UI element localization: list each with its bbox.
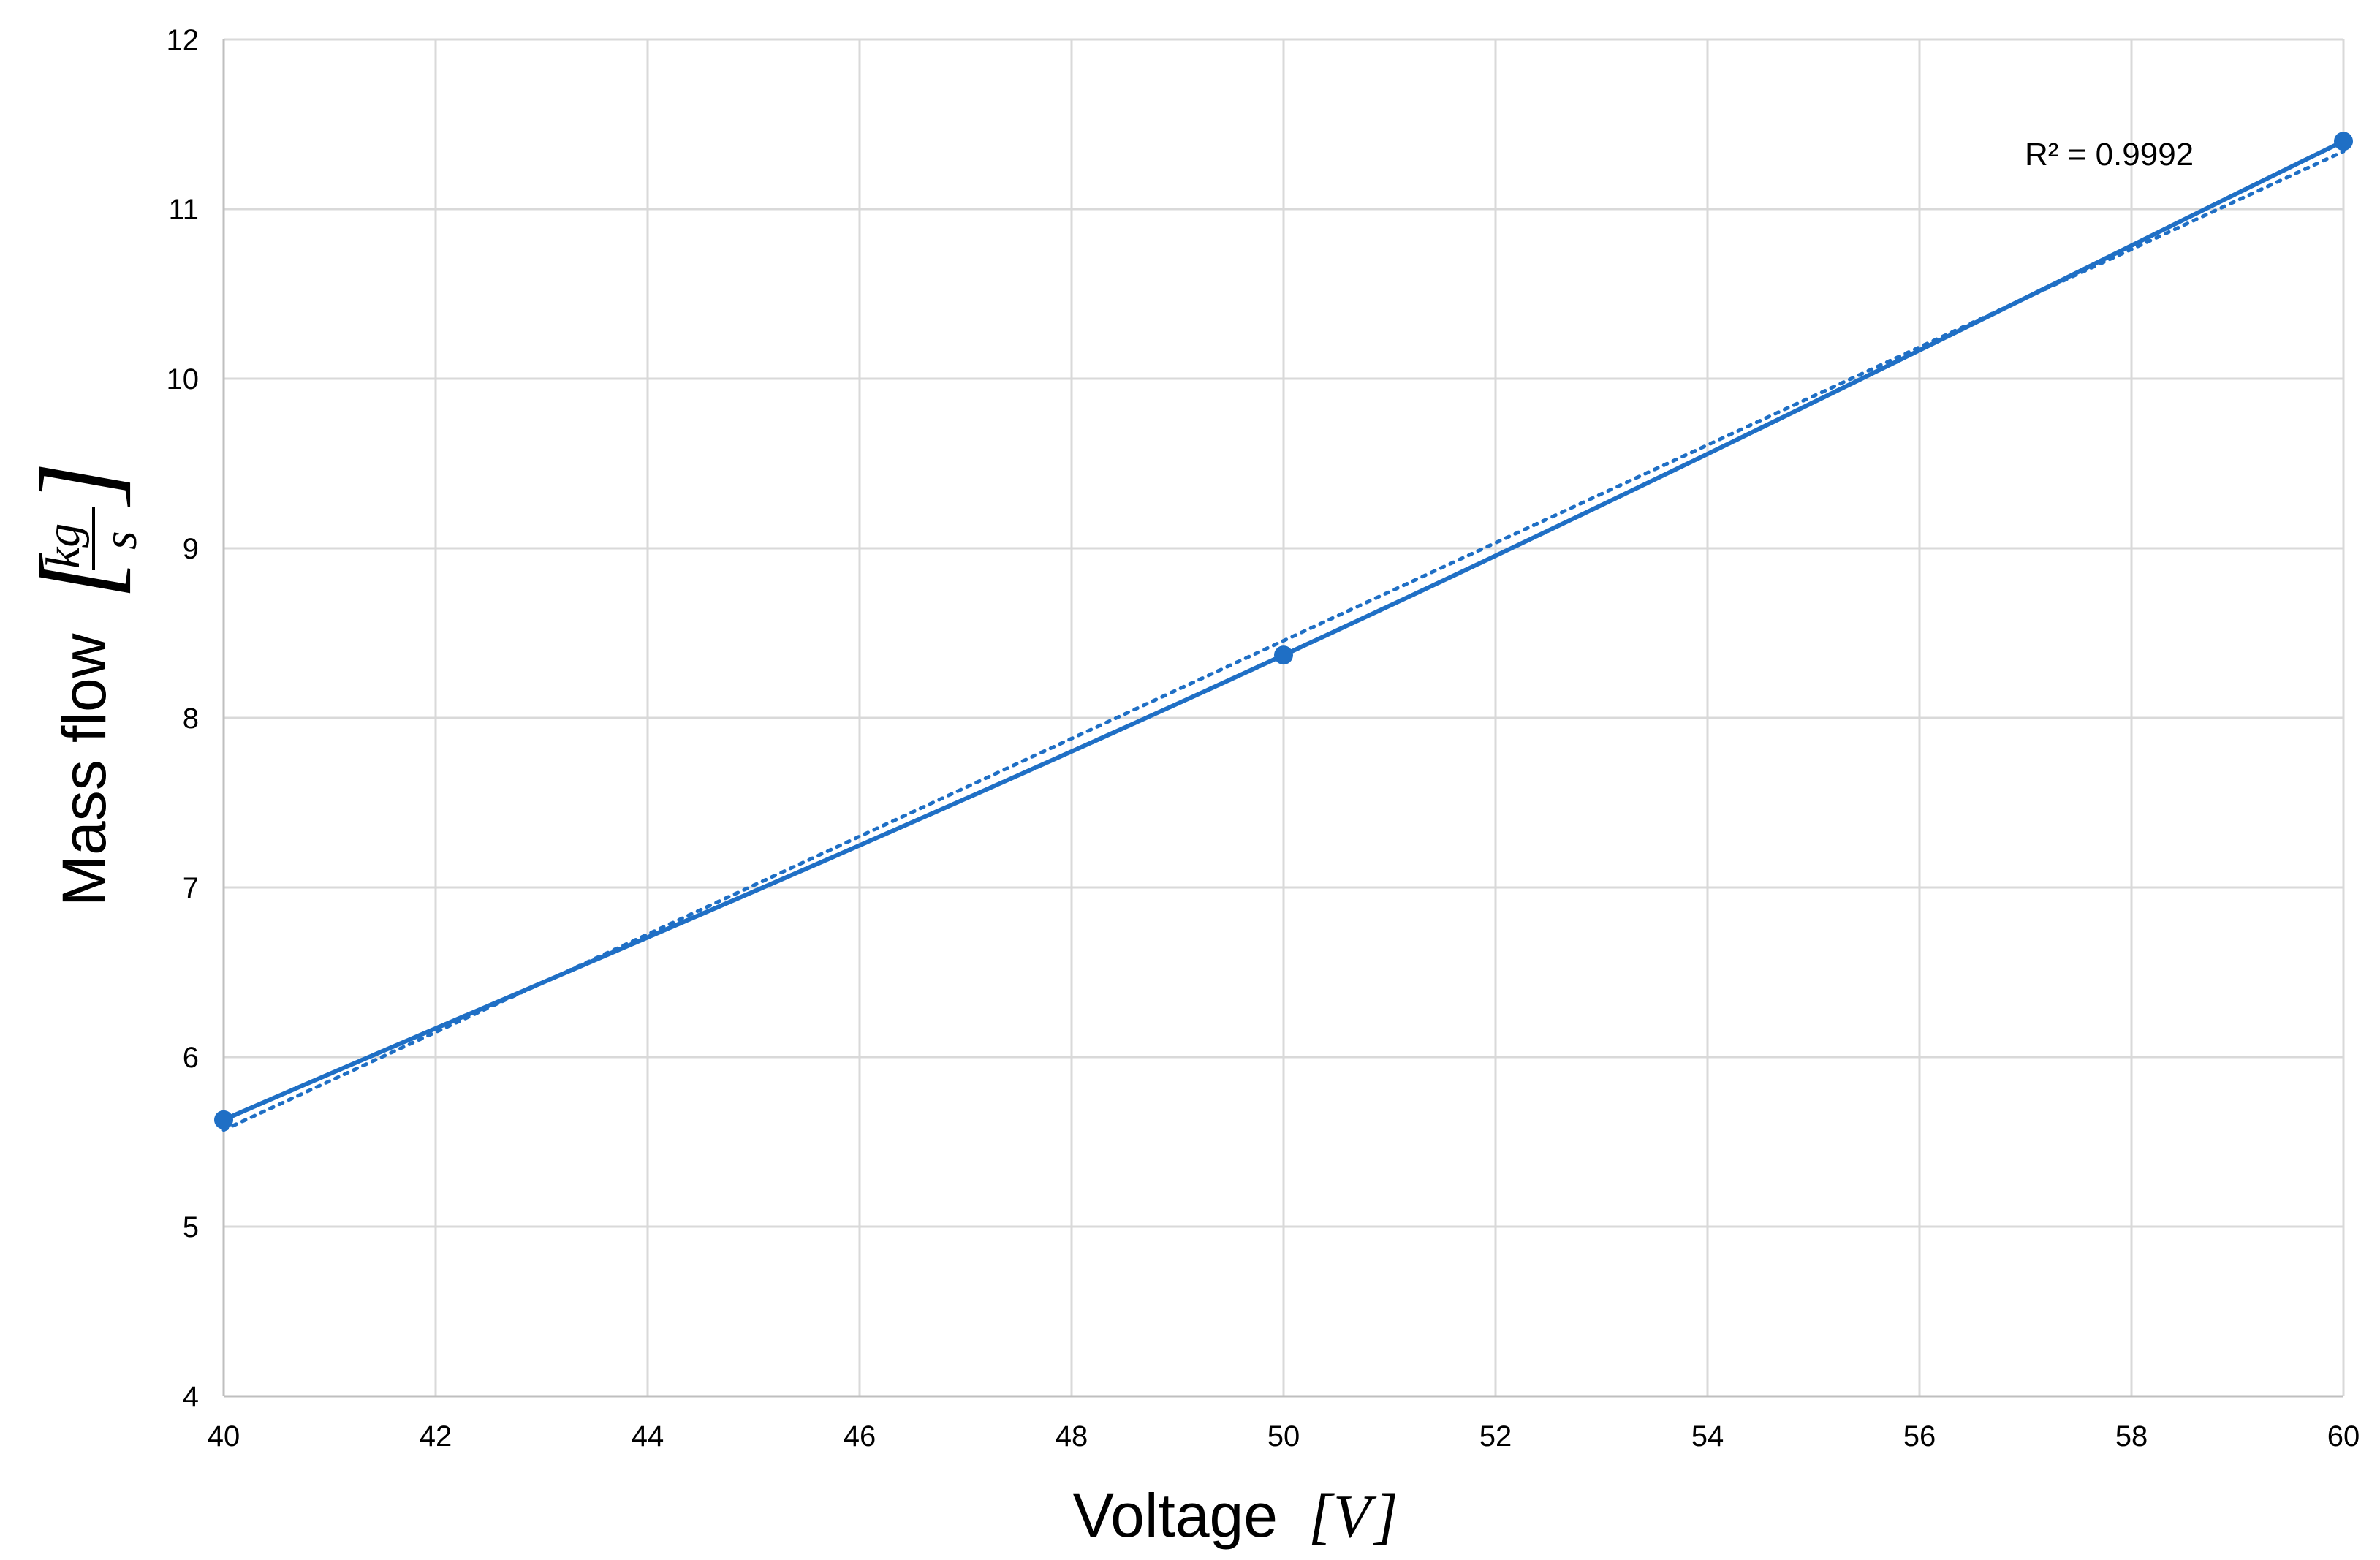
data-point <box>2334 132 2353 151</box>
x-tick-label: 42 <box>420 1420 452 1453</box>
y-axis-unit-numerator: kg <box>37 523 90 569</box>
x-axis-unit: V <box>1333 1483 1377 1550</box>
x-tick-label: 50 <box>1267 1420 1300 1453</box>
x-axis-unit-close-bracket: ] <box>1372 1483 1398 1550</box>
y-tick-label: 6 <box>183 1042 199 1074</box>
x-tick-label: 54 <box>1691 1420 1724 1453</box>
y-tick-label: 5 <box>183 1211 199 1243</box>
x-tick-label: 40 <box>208 1420 240 1453</box>
x-tick-label: 56 <box>1903 1420 1936 1453</box>
y-tick-label: 10 <box>167 363 200 395</box>
data-series <box>214 132 2353 1129</box>
x-tick-label: 60 <box>2327 1420 2360 1453</box>
data-point <box>1274 645 1293 665</box>
y-axis-unit-open-bracket: [ <box>18 553 140 599</box>
y-tick-label: 11 <box>168 194 199 226</box>
x-tick-label: 46 <box>844 1420 876 1453</box>
r-squared-annotation: R² = 0.9992 <box>2025 137 2194 173</box>
x-tick-label: 44 <box>632 1420 664 1453</box>
y-axis-unit-denominator: s <box>94 531 147 550</box>
y-axis-title-group: Mass flow [ kg s ] <box>18 462 147 906</box>
y-tick-label: 7 <box>183 872 199 904</box>
x-tick-labels: 40 42 44 46 48 50 52 54 56 58 60 <box>208 1420 2360 1453</box>
axes <box>222 39 2343 1398</box>
y-axis-title: Mass flow <box>50 633 118 906</box>
data-point <box>214 1110 233 1129</box>
grid <box>224 38 2345 1396</box>
y-tick-label: 9 <box>183 533 199 565</box>
x-axis-title: Voltage <box>1073 1481 1278 1550</box>
y-axis-unit-close-bracket: ] <box>18 462 140 507</box>
x-tick-label: 52 <box>1479 1420 1512 1453</box>
y-tick-label: 4 <box>183 1381 199 1413</box>
y-tick-label: 8 <box>183 703 199 735</box>
x-tick-label: 48 <box>1056 1420 1088 1453</box>
y-tick-label: 12 <box>167 24 200 56</box>
x-axis-unit-open-bracket: [ <box>1308 1483 1335 1550</box>
x-tick-label: 58 <box>2115 1420 2148 1453</box>
y-tick-labels: 4 5 6 7 8 9 10 11 12 <box>167 24 200 1413</box>
